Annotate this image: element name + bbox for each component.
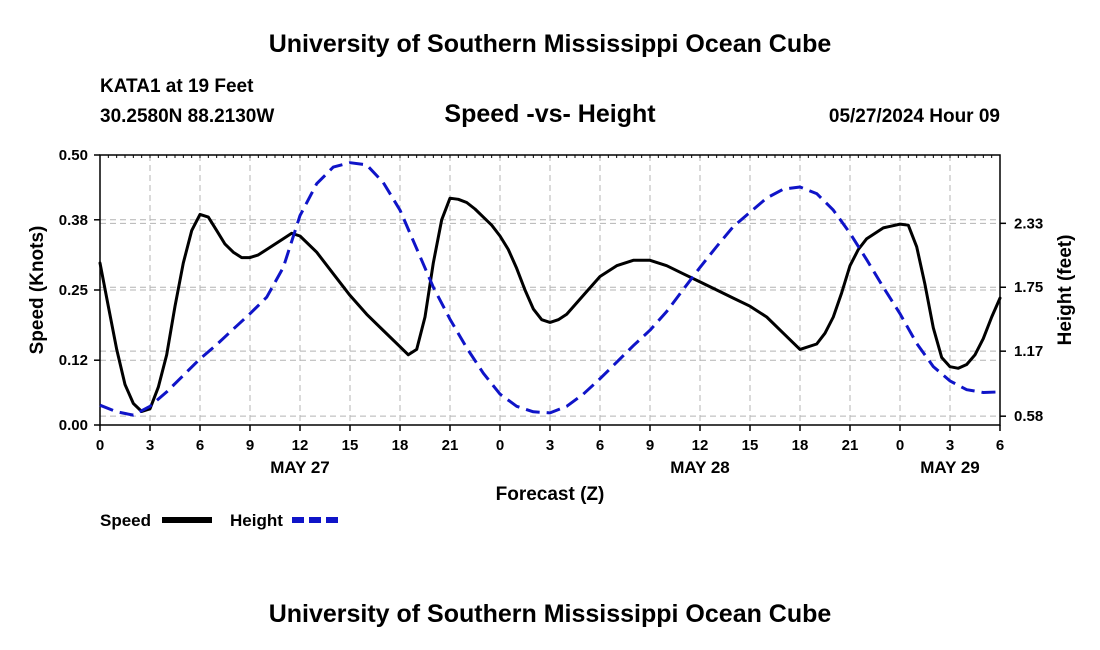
y-tick-label: 0.25	[59, 282, 88, 299]
y2-tick-label: 2.33	[1014, 215, 1043, 232]
x-tick-label: 12	[292, 437, 309, 454]
series-line-height	[99, 161, 1001, 417]
x-tick-label: 15	[742, 437, 759, 454]
date-label: MAY 29	[920, 458, 980, 477]
x-tick-label: 21	[442, 437, 459, 454]
x-tick-label: 21	[842, 437, 859, 454]
legend-speed-label: Speed	[100, 511, 151, 530]
series	[98, 161, 1002, 417]
x-axis-label: Forecast (Z)	[496, 484, 605, 505]
series-line-speed	[98, 196, 1002, 413]
x-tick-label: 6	[596, 437, 604, 454]
x-tick-label: 3	[946, 437, 954, 454]
axes: 0 3 6 9 12 15 18 21 0 3 6 9 12 15 18 21 0 3 6 MAY 27 MAY 28 M…	[59, 147, 1043, 477]
page-title: University of Southern Mississippi Ocean…	[268, 30, 832, 58]
y-tick-label: 0.38	[59, 212, 88, 229]
forecast-time-label: 05/27/2024 Hour 09	[828, 106, 1000, 127]
y2-tick-label: 1.75	[1014, 279, 1043, 296]
legend: Speed Height	[100, 511, 342, 530]
x-tick-label: 6	[996, 437, 1004, 454]
station-label: KATA1 at 19 Feet	[100, 76, 254, 97]
y-tick-label: 0.00	[59, 417, 88, 434]
x-tick-label: 18	[392, 437, 409, 454]
x-tick-label: 0	[496, 437, 504, 454]
y2-tick-label: 0.58	[1014, 408, 1043, 425]
x-tick-label: 3	[546, 437, 554, 454]
y2-axis-label: Height (feet)	[1055, 235, 1076, 346]
footer-title: University of Southern Mississippi Ocean…	[268, 600, 832, 628]
date-label: MAY 28	[670, 458, 730, 477]
x-tick-label: 6	[196, 437, 204, 454]
y-tick-label: 0.50	[59, 147, 88, 164]
x-tick-label: 0	[96, 437, 104, 454]
x-tick-label: 9	[246, 437, 254, 454]
date-label: MAY 27	[270, 458, 330, 477]
axis-labels: Speed (Knots) Height (feet) Forecast (Z)	[27, 226, 1076, 505]
x-tick-label: 9	[646, 437, 654, 454]
y2-tick-label: 1.17	[1014, 343, 1043, 360]
legend-height-label: Height	[230, 511, 283, 530]
y-axis-label: Speed (Knots)	[27, 226, 48, 355]
chart-title: Speed -vs- Height	[444, 100, 656, 128]
x-tick-label: 18	[792, 437, 809, 454]
coordinates-label: 30.2580N 88.2130W	[100, 106, 275, 127]
x-tick-label: 0	[896, 437, 904, 454]
x-tick-label: 15	[342, 437, 359, 454]
grid	[100, 155, 1000, 425]
x-tick-label: 12	[692, 437, 709, 454]
x-tick-label: 3	[146, 437, 154, 454]
y-tick-label: 0.12	[59, 352, 88, 369]
